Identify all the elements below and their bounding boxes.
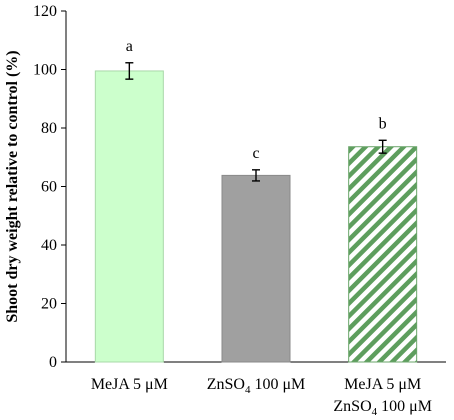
y-tick-label: 100	[33, 62, 57, 79]
bar	[221, 174, 291, 363]
y-tick-label: 20	[41, 296, 57, 313]
significance-letter: b	[379, 115, 387, 132]
y-tick-label: 60	[41, 179, 57, 196]
significance-letter: a	[126, 38, 133, 55]
significance-letter: c	[252, 145, 259, 162]
y-tick-label: 0	[49, 354, 57, 371]
y-tick-label: 120	[33, 3, 57, 20]
x-category-label: ZnSO4 100 μM	[333, 398, 432, 418]
x-category-label: MeJA 5 μM	[344, 376, 421, 393]
bar	[348, 146, 418, 363]
bar	[94, 70, 164, 363]
x-category-label: MeJA 5 μM	[91, 376, 168, 393]
y-axis-label: Shoot dry weight relative to control (%)	[4, 50, 21, 322]
x-category-label: ZnSO4 100 μM	[207, 376, 306, 396]
y-tick-label: 80	[41, 120, 57, 137]
y-tick-label: 40	[41, 237, 57, 254]
